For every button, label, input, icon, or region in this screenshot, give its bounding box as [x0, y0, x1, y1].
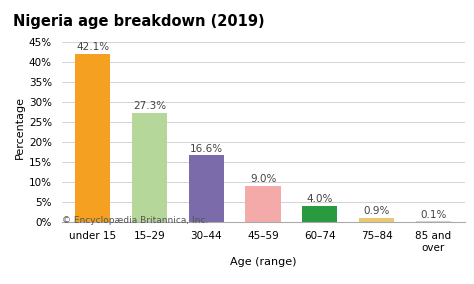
Y-axis label: Percentage: Percentage [15, 96, 25, 159]
X-axis label: Age (range): Age (range) [230, 257, 296, 267]
Bar [302, 206, 337, 222]
Text: 42.1%: 42.1% [76, 42, 109, 52]
Bar [416, 221, 451, 222]
Text: 4.0%: 4.0% [307, 194, 333, 204]
Text: © Encyclopædia Britannica, Inc.: © Encyclopædia Britannica, Inc. [62, 216, 208, 225]
Bar [359, 218, 394, 222]
Text: 16.6%: 16.6% [190, 144, 223, 154]
Text: Nigeria age breakdown (2019): Nigeria age breakdown (2019) [13, 14, 265, 29]
Text: 9.0%: 9.0% [250, 174, 276, 184]
Bar [132, 113, 167, 222]
Bar [75, 54, 110, 222]
Bar [246, 186, 281, 222]
Text: 0.9%: 0.9% [364, 206, 390, 216]
Text: 27.3%: 27.3% [133, 101, 166, 111]
Text: 0.1%: 0.1% [420, 210, 447, 220]
Bar [189, 155, 224, 222]
